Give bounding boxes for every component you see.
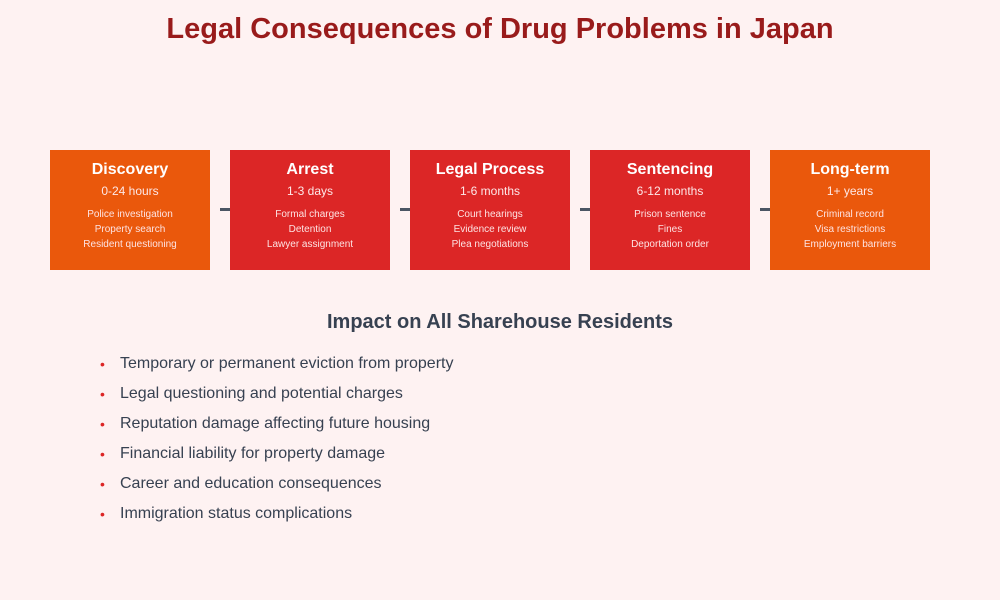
impact-text: Career and education consequences	[120, 475, 382, 492]
stage-duration: 1+ years	[826, 184, 874, 198]
list-item: • Immigration status complications	[100, 502, 453, 532]
stage-item: Detention	[288, 224, 332, 235]
stage-discovery: Discovery 0-24 hours Police investigatio…	[50, 150, 210, 270]
impact-text: Temporary or permanent eviction from pro…	[120, 355, 454, 372]
bullet-icon: •	[100, 476, 105, 492]
stage-duration: 1-3 days	[286, 184, 334, 198]
impact-text: Reputation damage affecting future housi…	[120, 415, 431, 432]
impact-text: Immigration status complications	[120, 505, 353, 522]
page-title: Legal Consequences of Drug Problems in J…	[166, 13, 834, 45]
stage-arrest: Arrest 1-3 days Formal charges Detention…	[230, 150, 390, 270]
list-item: • Career and education consequences	[100, 472, 453, 502]
list-item: • Reputation damage affecting future hous…	[100, 412, 453, 442]
stage-item: Court hearings	[457, 209, 523, 220]
stage-item: Criminal record	[816, 209, 884, 220]
bullet-icon: •	[100, 386, 105, 402]
stage-item: Property search	[94, 224, 166, 235]
list-item: • Temporary or permanent eviction from pr…	[100, 352, 453, 382]
stage-item: Fines	[657, 224, 683, 235]
impact-text: Financial liability for property damage	[120, 445, 386, 462]
bullet-icon: •	[100, 416, 105, 432]
stage-duration: 0-24 hours	[101, 184, 159, 198]
stage-item: Police investigation	[87, 209, 173, 220]
list-item: • Legal questioning and potential charges	[100, 382, 453, 412]
bullet-icon: •	[100, 506, 105, 522]
stage-item: Evidence review	[453, 224, 527, 235]
connector-line	[580, 208, 590, 211]
impact-list: • Temporary or permanent eviction from pr…	[100, 352, 453, 532]
connector-line	[400, 208, 410, 211]
stage-item: Resident questioning	[83, 239, 177, 250]
stage-title: Long-term	[810, 161, 890, 178]
stage-item: Employment barriers	[803, 239, 897, 250]
impact-title: Impact on All Sharehouse Residents	[326, 311, 673, 333]
impact-text: Legal questioning and potential charges	[120, 385, 403, 402]
stage-long-term: Long-term 1+ years Criminal record Visa …	[770, 150, 930, 270]
stage-title: Legal Process	[435, 161, 545, 178]
stage-item: Prison sentence	[634, 209, 706, 220]
stage-duration: 6-12 months	[636, 184, 704, 198]
stage-title: Discovery	[91, 161, 169, 178]
stage-title: Arrest	[286, 161, 334, 178]
stage-duration: 1-6 months	[459, 184, 521, 198]
connector-line	[760, 208, 770, 211]
stage-item: Lawyer assignment	[266, 239, 354, 250]
stage-sentencing: Sentencing 6-12 months Prison sentence F…	[590, 150, 750, 270]
bullet-icon: •	[100, 356, 105, 372]
stage-item: Plea negotiations	[451, 239, 529, 250]
stage-item: Deportation order	[631, 239, 709, 250]
connector-line	[220, 208, 230, 211]
stage-item: Visa restrictions	[814, 224, 886, 235]
stage-legal-process: Legal Process 1-6 months Court hearings …	[410, 150, 570, 270]
list-item: • Financial liability for property damage	[100, 442, 453, 472]
stage-item: Formal charges	[275, 209, 345, 220]
stage-title: Sentencing	[626, 161, 714, 178]
bullet-icon: •	[100, 446, 105, 462]
